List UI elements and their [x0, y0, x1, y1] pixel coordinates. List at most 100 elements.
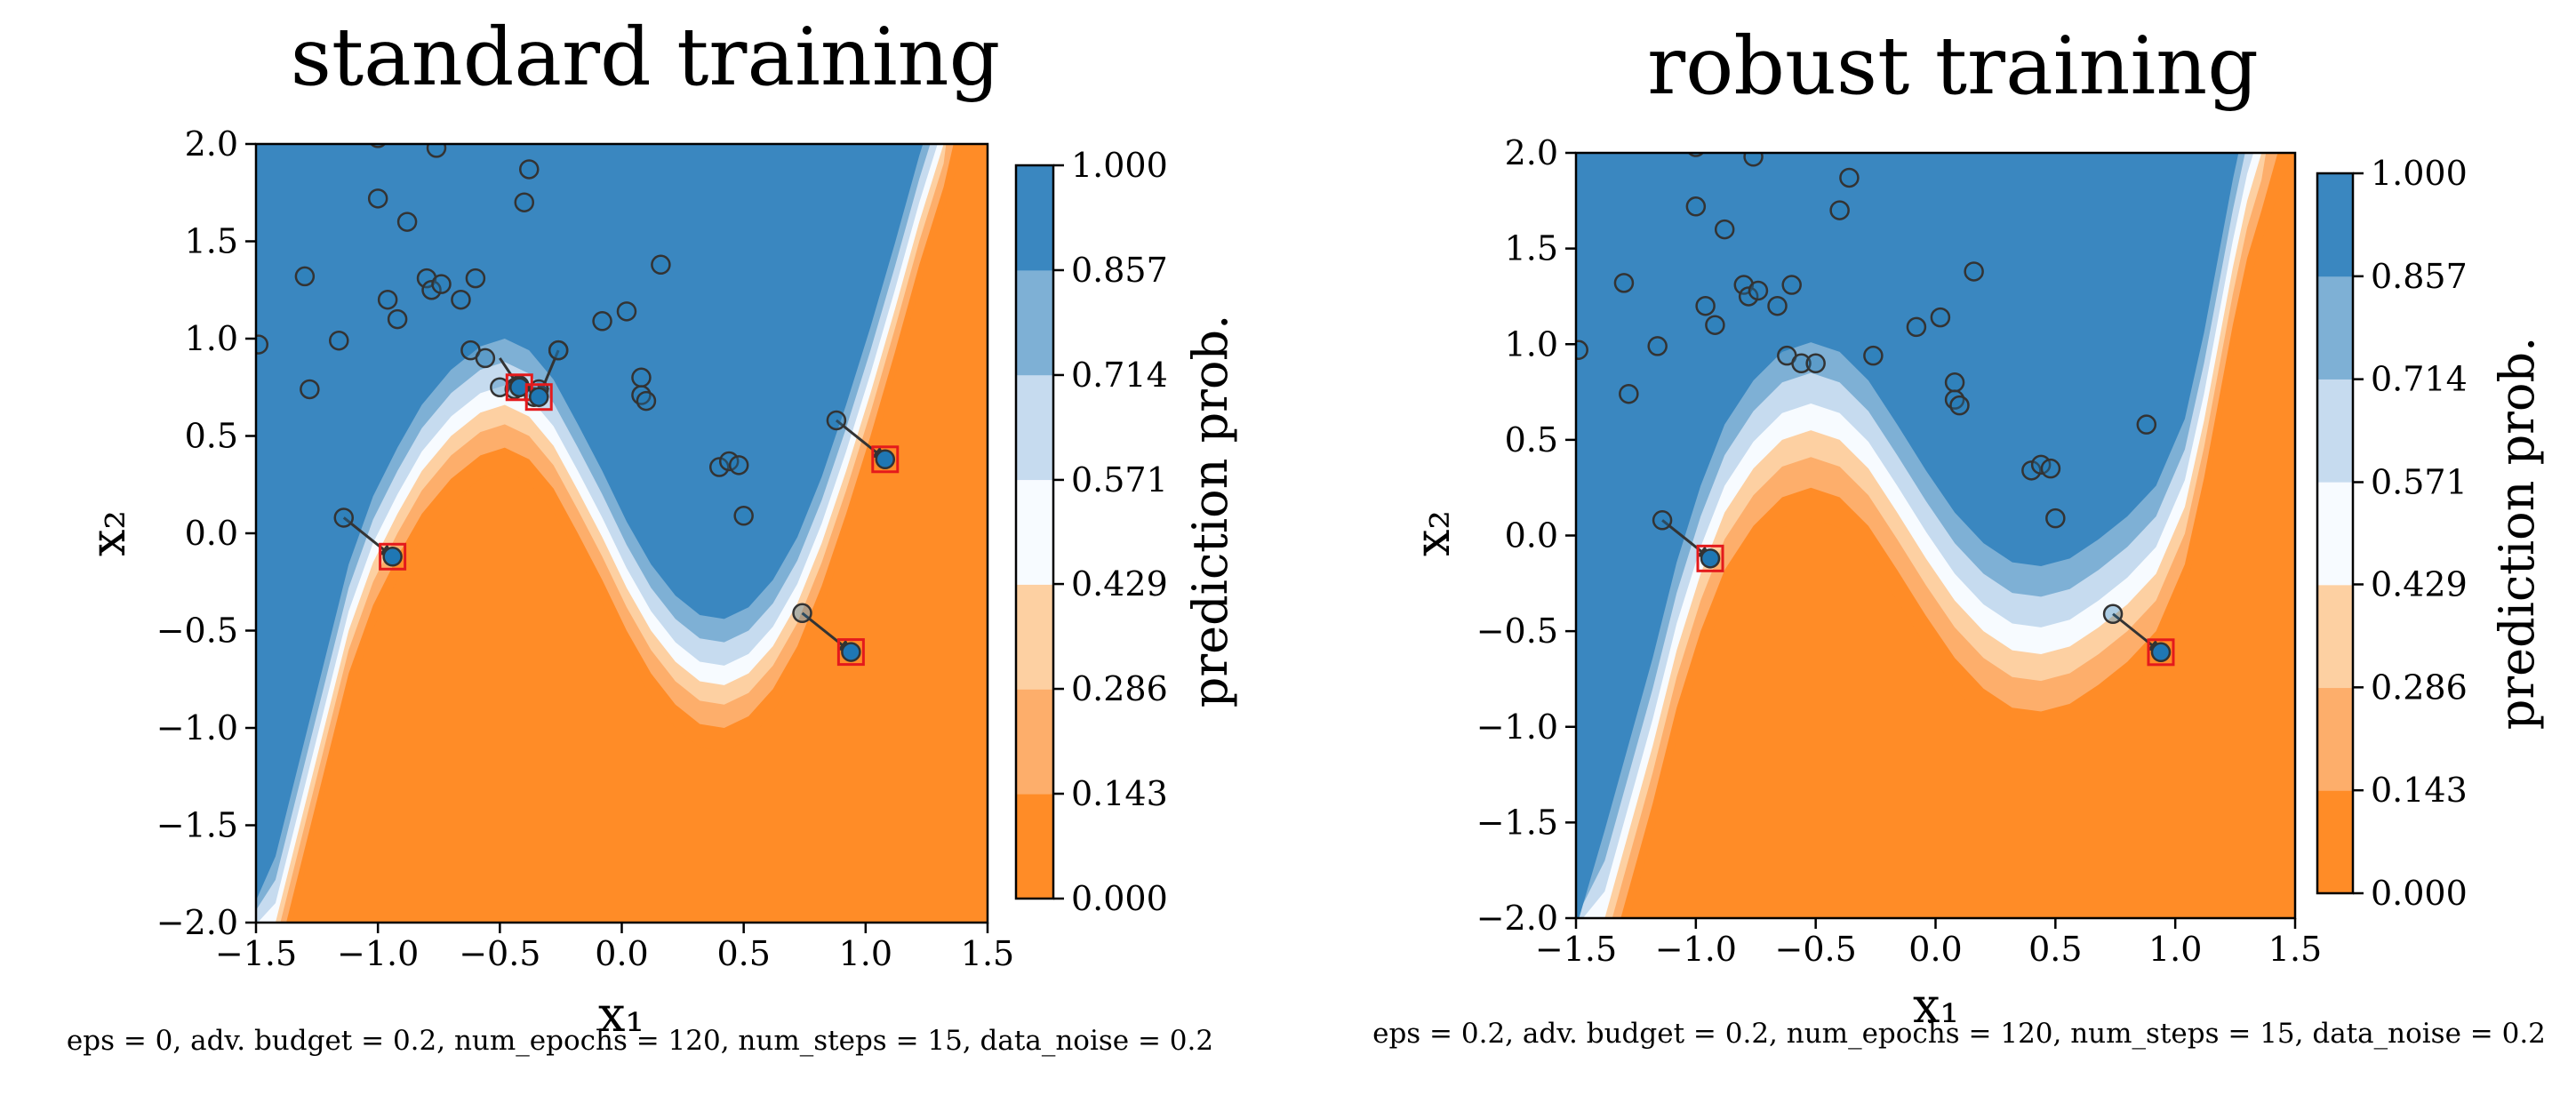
- y-tick-label: −0.5: [156, 611, 238, 651]
- chart-title: standard training: [291, 11, 1000, 104]
- data-point: [256, 334, 268, 355]
- x-tick-label: −1.0: [1655, 930, 1737, 969]
- data-point: [426, 144, 447, 158]
- data-point: [728, 455, 749, 476]
- colorbar-label: prediction prob.: [2489, 337, 2545, 730]
- adversarial-point: [1700, 548, 1721, 569]
- colorbar: 1.000 0.857 0.714 0.571 0.429 0.286 0.143 0.000: [2316, 154, 2468, 913]
- adversarial-point: [509, 377, 530, 397]
- data-point: [377, 289, 398, 310]
- adversarial-box: [505, 373, 533, 402]
- adversarial-point: [2150, 642, 2172, 663]
- colorbar-tick-label: 0.571: [1071, 460, 1168, 500]
- data-point: [329, 330, 349, 351]
- data-point: [1748, 280, 1769, 301]
- x-tick-label: 0.0: [1908, 930, 1962, 969]
- data-point: [1619, 383, 1639, 404]
- colorbar-tick-label: 0.571: [2371, 462, 2468, 501]
- data-point: [300, 379, 320, 400]
- data-point: [1863, 345, 1884, 366]
- x-tick-label: −1.0: [337, 934, 419, 973]
- data-point: [1839, 167, 1860, 188]
- colorbar-tick-label: 0.857: [1071, 251, 1168, 290]
- colorbar-frame: [2316, 172, 2355, 895]
- colorbar-tick-label: 1.000: [2371, 154, 2468, 193]
- data-point: [367, 188, 388, 209]
- data-point: [826, 410, 847, 431]
- contour-band-7: [256, 144, 924, 901]
- contour-bands: [1576, 153, 2293, 918]
- colorbar-segment: [2317, 482, 2353, 586]
- x-tick-label: −0.5: [459, 934, 540, 973]
- data-point: [475, 348, 496, 369]
- data-point: [2136, 414, 2157, 435]
- adversarial-point: [841, 642, 861, 662]
- colorbar-segment: [2317, 276, 2353, 380]
- data-point: [2045, 508, 2066, 529]
- y-tick-label: 0.5: [185, 417, 238, 456]
- adversarial-arrow: [1661, 519, 1712, 560]
- data-point: [1652, 510, 1673, 531]
- colorbar-tick-label: 0.000: [2371, 874, 2468, 913]
- y-tick-label: −1.5: [156, 806, 238, 845]
- data-point: [631, 367, 652, 388]
- colorbar-label: prediction prob.: [1182, 315, 1238, 707]
- y-tick-labels: 2.0 1.5 1.0 0.5 0.0 −0.5 −1.0 −1.5 −2.0: [156, 124, 256, 942]
- x-tick-labels: −1.5 −1.0 −0.5 0.0 0.5 1.0 1.5: [215, 923, 1014, 973]
- data-point: [733, 506, 754, 526]
- data-point: [1964, 261, 1984, 282]
- data-point: [387, 308, 408, 330]
- y-tick-label: −1.0: [1476, 707, 1558, 747]
- colorbar-frame: [1014, 164, 1055, 900]
- x-tick-label: 1.0: [2148, 930, 2202, 969]
- colorbar-segment: [1016, 584, 1053, 690]
- chart-title: robust training: [1647, 20, 2259, 113]
- data-point: [1767, 295, 1788, 316]
- x-tick-labels: −1.5 −1.0 −0.5 0.0 0.5 1.0 1.5: [1535, 918, 2322, 969]
- y-tick-label: −0.5: [1476, 611, 1558, 651]
- y-axis-label: x₂: [80, 510, 136, 556]
- colorbar-segment: [2317, 584, 2353, 689]
- colorbar-tick-label: 1.000: [1071, 146, 1168, 185]
- y-tick-labels: 2.0 1.5 1.0 0.5 0.0 −0.5 −1.0 −1.5 −2.0: [1476, 133, 1576, 938]
- colorbar-segment: [1016, 794, 1053, 899]
- data-point: [1647, 336, 1668, 356]
- adversarial-box: [524, 383, 553, 412]
- contour-plot-area: [1576, 153, 2295, 918]
- data-point: [1576, 340, 1588, 360]
- y-tick-label: 1.5: [185, 222, 238, 261]
- data-point: [792, 603, 812, 624]
- data-point: [1949, 395, 1970, 416]
- x-tick-label: 0.0: [595, 934, 648, 973]
- data-point: [1930, 307, 1951, 328]
- panel-standard-training: standard training −1.5 −1.0 −0.5 0.0 0.5 1.0 1…: [67, 11, 1238, 1057]
- adversarial-box: [871, 445, 900, 474]
- colorbar-segment: [1016, 165, 1053, 271]
- contour-plot-area: [256, 144, 988, 923]
- adversarial-arrow: [2112, 612, 2163, 653]
- colorbar-tick-label: 0.143: [2371, 771, 2468, 810]
- data-point: [2102, 603, 2124, 625]
- data-point: [2021, 460, 2042, 481]
- adversarial-points: [379, 373, 900, 667]
- colorbar-tick-label: 0.000: [1071, 879, 1168, 918]
- adversarial-box: [2147, 638, 2175, 667]
- y-tick-label: 2.0: [1505, 133, 1558, 172]
- data-point: [592, 311, 612, 332]
- data-point: [1829, 200, 1850, 220]
- x-tick-label: 1.5: [2268, 930, 2322, 969]
- x-axis-label: x₁: [1913, 978, 1959, 1034]
- panel-robust-training: robust training −1.5 −1.0 −0.5 0.0 0.5 1.0 1.5…: [1372, 20, 2546, 1050]
- colorbar-tick-label: 0.286: [2371, 667, 2468, 707]
- data-point: [333, 508, 355, 528]
- x-tick-label: −1.5: [1535, 930, 1617, 969]
- x-tick-label: 0.5: [2028, 930, 2082, 969]
- y-tick-label: 1.0: [185, 319, 238, 358]
- adversarial-arrow: [835, 419, 886, 460]
- colorbar-segment: [2317, 687, 2353, 791]
- adversarial-box: [379, 542, 407, 571]
- y-tick-label: −1.0: [156, 708, 238, 747]
- y-tick-label: −1.5: [1476, 803, 1558, 842]
- contour-band-7: [1576, 153, 2239, 918]
